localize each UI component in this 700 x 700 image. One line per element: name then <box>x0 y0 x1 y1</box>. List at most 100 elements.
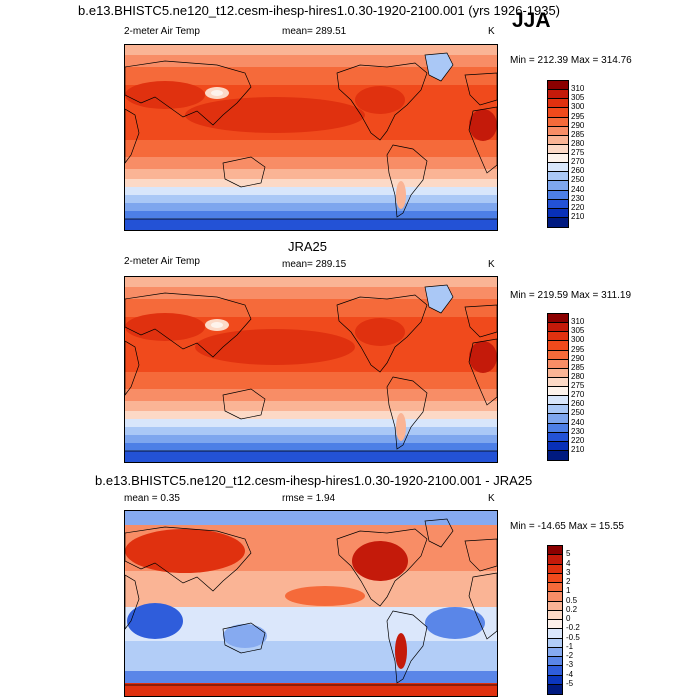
colorbar-segment <box>548 629 562 639</box>
colorbar-tick-label: 270 <box>571 157 585 167</box>
colorbar-segment <box>548 135 568 145</box>
colorbar-tick-label: 290 <box>571 353 585 363</box>
panel-1-units: K <box>488 26 495 37</box>
colorbar-tick-label: 295 <box>571 344 585 354</box>
colorbar-tick-label: 220 <box>571 202 585 212</box>
panel-2-variable: 2-meter Air Temp <box>124 256 200 267</box>
colorbar-tick-label: 0.5 <box>566 595 578 605</box>
colorbar-segment <box>548 368 568 378</box>
panel-2-colorbar <box>547 313 569 461</box>
colorbar-segment <box>548 126 568 136</box>
colorbar-tick-label: -5 <box>566 678 574 688</box>
colorbar-segment <box>548 638 562 648</box>
panel-3-rmse: rmse = 1.94 <box>282 493 336 504</box>
colorbar-segment <box>548 154 568 164</box>
colorbar-tick-label: 285 <box>571 362 585 372</box>
colorbar-tick-label: -2 <box>566 651 574 660</box>
colorbar-segment <box>548 573 562 583</box>
colorbar-tick-label: 300 <box>571 102 585 112</box>
colorbar-segment <box>548 81 568 91</box>
panel-2-title: JRA25 <box>288 239 328 254</box>
colorbar-tick-label: 285 <box>571 129 585 139</box>
colorbar-segment <box>548 377 568 387</box>
colorbar-tick-label: 260 <box>571 399 585 409</box>
colorbar-segment <box>548 555 562 565</box>
colorbar-tick-label: -4 <box>566 669 574 679</box>
map-graphic <box>125 277 497 462</box>
panel-3-title: b.e13.BHISTC5.ne120_t12.cesm-ihesp-hires… <box>95 473 533 488</box>
map-graphic <box>125 45 497 230</box>
colorbar-segment <box>548 332 568 342</box>
colorbar-tick-label: 305 <box>571 93 585 103</box>
colorbar-tick-label: -3 <box>566 660 574 670</box>
colorbar-tick-label: 305 <box>571 326 585 336</box>
colorbar-segment <box>548 341 568 351</box>
colorbar-segment <box>548 405 568 415</box>
panel-1-minmax: Min = 212.39 Max = 314.76 <box>510 55 632 66</box>
panel-1-colorbar <box>547 80 569 228</box>
colorbar-tick-label: 0 <box>566 614 571 623</box>
colorbar-tick-label: 280 <box>571 371 585 381</box>
colorbar-segment <box>548 432 568 442</box>
colorbar-segment <box>548 657 562 667</box>
colorbar-segment <box>548 396 568 406</box>
colorbar-segment <box>548 684 562 694</box>
colorbar-segment <box>548 666 562 676</box>
colorbar-segment <box>548 441 568 451</box>
season-label: JJA <box>512 9 551 32</box>
colorbar-segment <box>548 90 568 100</box>
colorbar-tick-label: 3 <box>566 567 571 577</box>
colorbar-tick-label: 4 <box>566 558 571 568</box>
colorbar-tick-label: 310 <box>571 84 585 94</box>
panel-3-mean: mean = 0.35 <box>124 493 180 504</box>
panel-3-colorbar <box>547 545 563 695</box>
colorbar-segment <box>548 172 568 182</box>
colorbar-tick-label: 240 <box>571 184 585 194</box>
colorbar-segment <box>548 163 568 173</box>
panel-2-minmax: Min = 219.59 Max = 311.19 <box>510 290 632 301</box>
panel-1-mean: mean= 289.51 <box>282 26 347 37</box>
colorbar-tick-label: 230 <box>571 426 585 436</box>
colorbar-tick-label: 230 <box>571 193 585 203</box>
colorbar-segment <box>548 314 568 324</box>
colorbar-tick-label: 1 <box>566 586 571 596</box>
colorbar-segment <box>548 610 562 620</box>
colorbar-segment <box>548 108 568 118</box>
panel-1-title: b.e13.BHISTC5.ne120_t12.cesm-ihesp-hires… <box>78 3 561 18</box>
panel-1-variable: 2-meter Air Temp <box>124 26 200 37</box>
colorbar-tick-label: 310 <box>571 317 585 327</box>
colorbar-tick-label: 270 <box>571 390 585 400</box>
colorbar-segment <box>548 323 568 333</box>
colorbar-tick-label: -1 <box>566 641 574 651</box>
colorbar-tick-label: 295 <box>571 111 585 121</box>
panel-2-mean: mean= 289.15 <box>282 259 347 270</box>
colorbar-segment <box>548 414 568 424</box>
colorbar-tick-label: 280 <box>571 138 585 148</box>
colorbar-segment <box>548 423 568 433</box>
colorbar-tick-label: 220 <box>571 435 585 445</box>
colorbar-tick-label: 300 <box>571 335 585 345</box>
colorbar-segment <box>548 199 568 209</box>
panel-1-map <box>124 44 498 231</box>
colorbar-segment <box>548 592 562 602</box>
colorbar-segment <box>548 181 568 191</box>
colorbar-tick-label: 210 <box>571 444 585 454</box>
colorbar-tick-label: 5 <box>566 549 571 559</box>
colorbar-segment <box>548 601 562 611</box>
colorbar-tick-label: 275 <box>571 148 585 157</box>
panel-2-map <box>124 276 498 463</box>
colorbar-tick-label: 260 <box>571 166 585 176</box>
colorbar-tick-label: 2 <box>566 577 571 586</box>
colorbar-tick-label: 240 <box>571 417 585 427</box>
colorbar-tick-label: 250 <box>571 175 585 185</box>
colorbar-tick-label: 290 <box>571 120 585 130</box>
panel-3-minmax: Min = -14.65 Max = 15.55 <box>510 521 624 532</box>
colorbar-segment <box>548 117 568 127</box>
colorbar-segment <box>548 190 568 200</box>
colorbar-segment <box>548 620 562 630</box>
colorbar-tick-label: 0.2 <box>566 604 578 614</box>
colorbar-segment <box>548 99 568 109</box>
colorbar-segment <box>548 546 562 556</box>
colorbar-segment <box>548 350 568 360</box>
colorbar-segment <box>548 564 562 574</box>
